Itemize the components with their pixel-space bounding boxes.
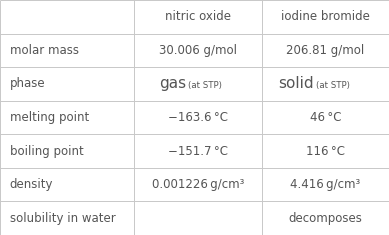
Text: decomposes: decomposes	[289, 212, 362, 225]
Text: 0.001226 g/cm³: 0.001226 g/cm³	[152, 178, 244, 191]
Text: solubility in water: solubility in water	[10, 212, 116, 225]
Text: solid: solid	[278, 76, 314, 91]
Text: 30.006 g/mol: 30.006 g/mol	[159, 44, 237, 57]
Text: −151.7 °C: −151.7 °C	[168, 145, 228, 158]
Text: boiling point: boiling point	[10, 145, 84, 158]
Text: −163.6 °C: −163.6 °C	[168, 111, 228, 124]
Text: melting point: melting point	[10, 111, 89, 124]
Text: phase: phase	[10, 77, 46, 90]
Text: nitric oxide: nitric oxide	[165, 10, 231, 23]
Text: iodine bromide: iodine bromide	[281, 10, 370, 23]
Text: molar mass: molar mass	[10, 44, 79, 57]
Text: gas: gas	[159, 76, 186, 91]
Text: 116 °C: 116 °C	[306, 145, 345, 158]
Text: (at STP): (at STP)	[188, 81, 222, 90]
Text: 4.416 g/cm³: 4.416 g/cm³	[290, 178, 361, 191]
Text: density: density	[10, 178, 53, 191]
Text: 206.81 g/mol: 206.81 g/mol	[286, 44, 364, 57]
Text: 46 °C: 46 °C	[310, 111, 341, 124]
Text: (at STP): (at STP)	[315, 81, 350, 90]
